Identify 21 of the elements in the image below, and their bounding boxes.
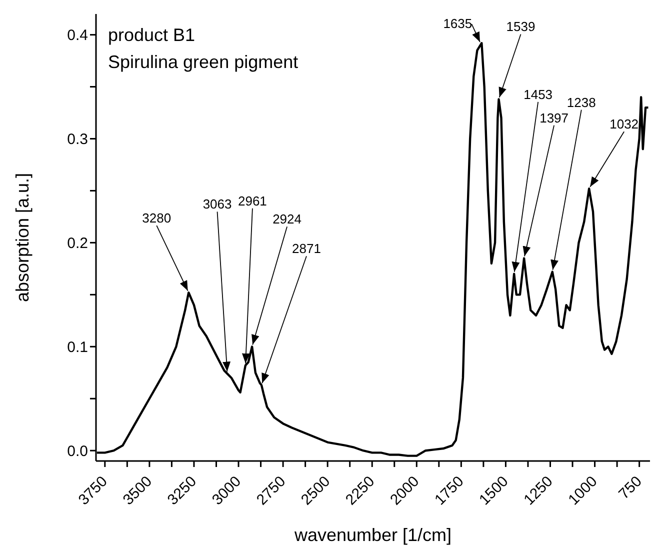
annotation: 3063	[202, 196, 232, 212]
annotation: 2961	[238, 193, 267, 208]
y-axis-title: absorption [a.u.]	[12, 172, 32, 302]
y-tick-label: 0.3	[67, 131, 88, 148]
y-tick-label: 0.4	[67, 27, 88, 44]
y-tick-label: 0.1	[67, 338, 88, 356]
annotation: 1453	[524, 86, 553, 102]
annotation: 3280	[142, 210, 172, 226]
annotation: 1238	[566, 94, 596, 110]
annotation: 2924	[272, 212, 302, 227]
x-tick-label: 750	[616, 472, 646, 503]
annotation: 1635	[443, 16, 472, 32]
x-axis-title: wavenumber [1/cm]	[293, 525, 452, 545]
annotation: product B1	[108, 24, 196, 47]
annotation: 1032	[610, 116, 639, 132]
annotation: 1539	[506, 19, 536, 34]
annotation: 1397	[540, 110, 569, 126]
annotation: Spirulina green pigment	[108, 51, 298, 74]
annotation: 2871	[292, 241, 321, 256]
y-tick-label: 0.2	[67, 235, 88, 252]
y-tick-label: 0.0	[67, 442, 88, 460]
